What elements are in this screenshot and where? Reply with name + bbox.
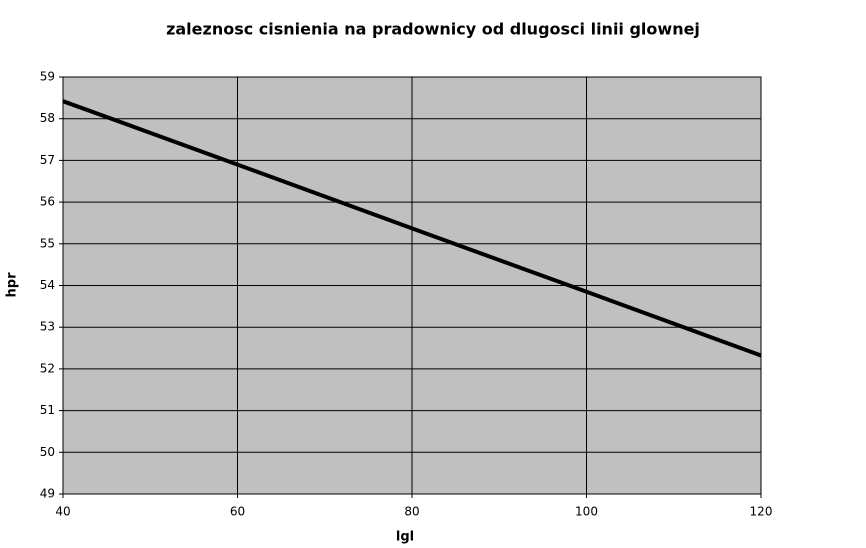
x-tick-label: 40: [55, 505, 70, 519]
x-tick-label: 60: [230, 505, 245, 519]
y-tick-label: 59: [40, 70, 55, 84]
x-tick-label: 120: [750, 505, 773, 519]
x-tick-label: 80: [404, 505, 419, 519]
y-tick-label: 53: [40, 320, 55, 334]
data-line: [62, 99, 762, 358]
y-axis-label: hpr: [5, 272, 20, 298]
chart-title: zaleznosc cisnienia na pradownicy od dlu…: [166, 20, 700, 39]
y-tick-label: 51: [40, 403, 55, 417]
y-tick-label: 56: [40, 195, 55, 209]
x-axis-label: lgl: [396, 530, 414, 545]
y-tick-label: 49: [40, 487, 55, 501]
x-tick-label: 100: [575, 505, 598, 519]
y-tick-label: 54: [40, 278, 55, 292]
y-tick-label: 52: [40, 361, 55, 375]
y-tick-label: 55: [40, 236, 55, 250]
y-tick-label: 57: [40, 153, 55, 167]
y-tick-label: 50: [40, 445, 55, 459]
y-tick-label: 58: [40, 111, 55, 125]
